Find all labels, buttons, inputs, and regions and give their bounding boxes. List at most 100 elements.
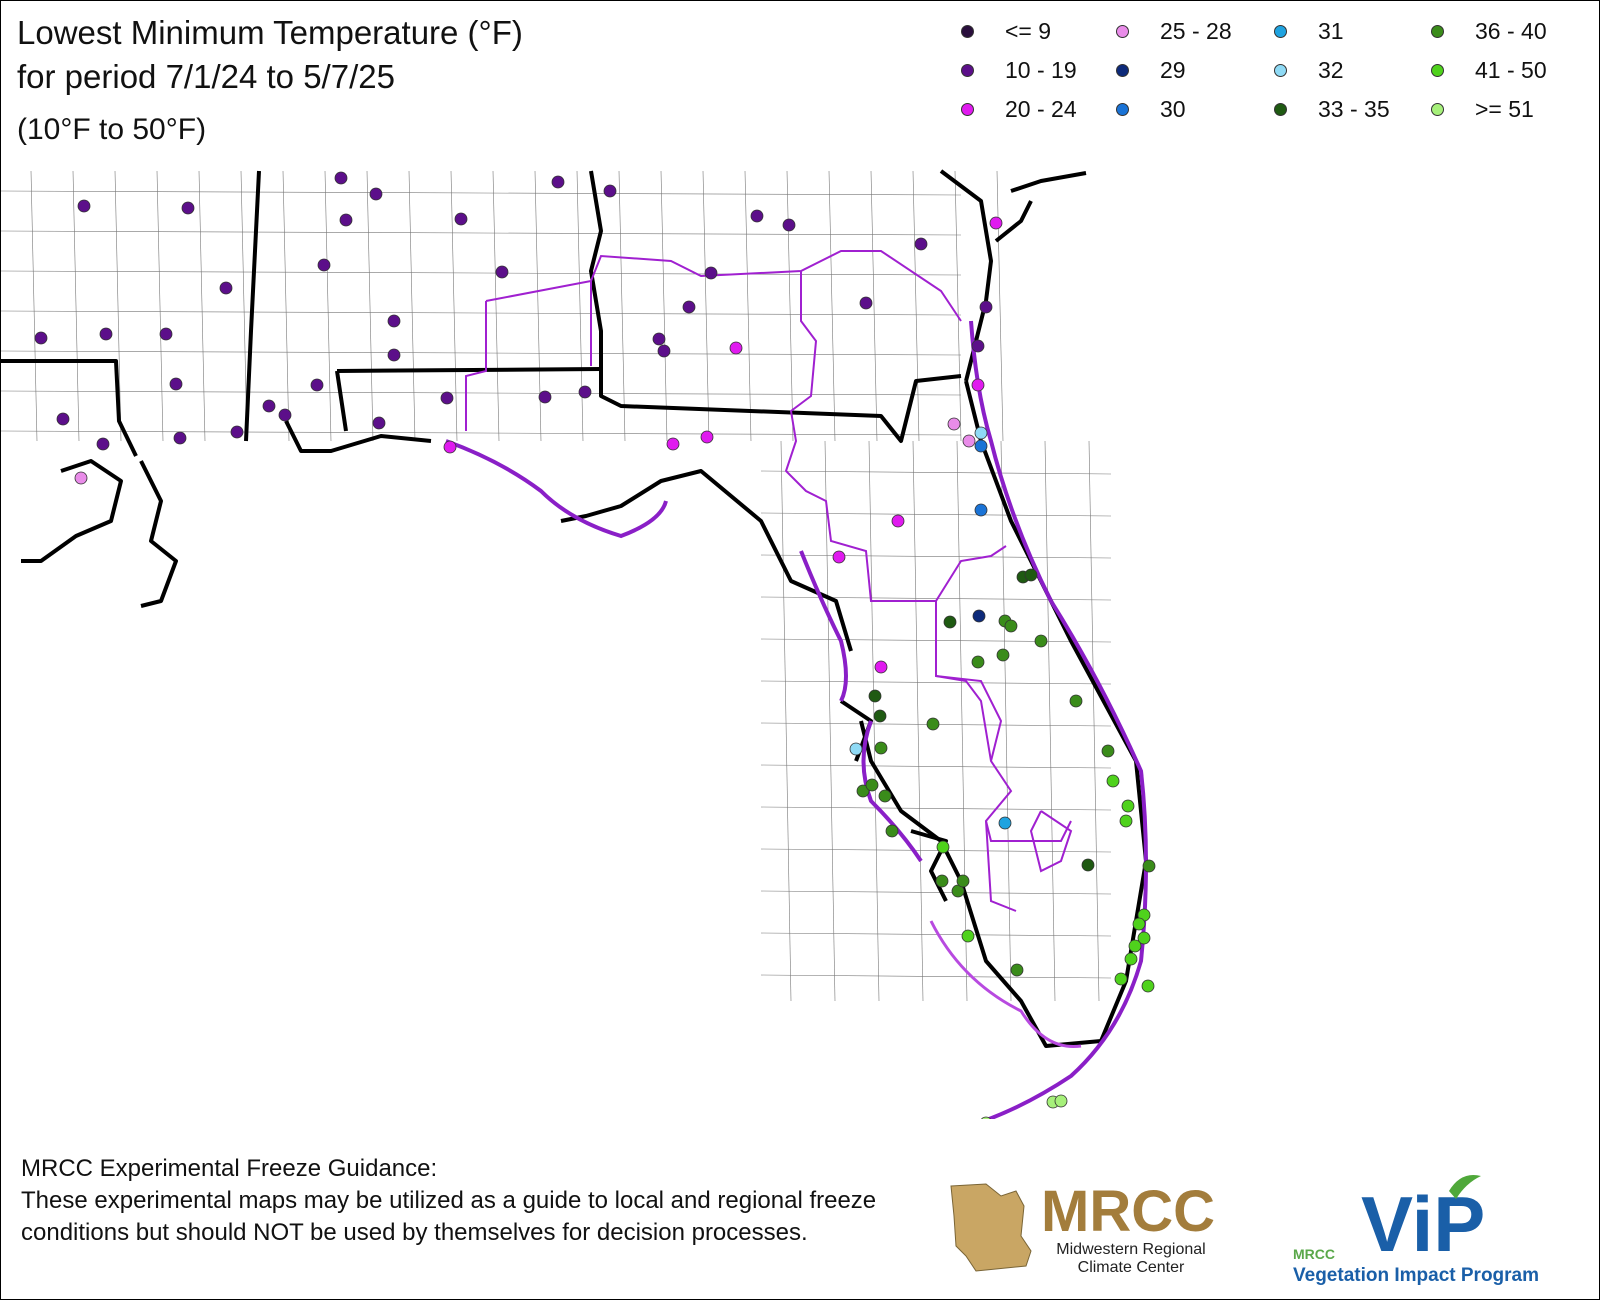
midwest-map-icon [950, 1183, 1032, 1272]
legend-item: 30 [1116, 89, 1186, 129]
mrcc-logo: MRCC Midwestern Regional Climate Center [950, 1179, 1215, 1276]
legend-label: 30 [1160, 95, 1186, 122]
station-marker [96, 437, 110, 451]
legend-swatch [1431, 24, 1444, 38]
station-marker [849, 742, 863, 756]
station-marker [159, 327, 173, 341]
vip-logo-small: MRCC [1293, 1246, 1335, 1262]
legend-label: 36 - 40 [1475, 17, 1547, 44]
station-marker [387, 314, 401, 328]
station-marker [832, 550, 846, 564]
station-marker [181, 201, 195, 215]
legend-swatch [1431, 63, 1444, 77]
station-marker [369, 187, 383, 201]
station-marker [219, 281, 233, 295]
station-marker [339, 213, 353, 227]
legend-label: 20 - 24 [1005, 95, 1077, 122]
mrcc-logo-text: MRCC [1041, 1179, 1215, 1244]
station-marker [874, 660, 888, 674]
station-marker [1137, 931, 1151, 945]
station-marker [173, 431, 187, 445]
station-marker [782, 218, 796, 232]
disclaimer-heading: MRCC Experimental Freeze Guidance: [21, 1155, 438, 1182]
station-marker [682, 300, 696, 314]
station-marker [262, 399, 276, 413]
station-marker [34, 331, 48, 345]
station-marker [1106, 774, 1120, 788]
legend-swatch [1274, 24, 1287, 38]
station-marker [310, 378, 324, 392]
station-marker [868, 689, 882, 703]
station-marker [856, 784, 870, 798]
station-marker [169, 377, 183, 391]
station-marker [440, 391, 454, 405]
station-marker [317, 258, 331, 272]
station-marker [981, 1116, 991, 1119]
station-marker [874, 741, 888, 755]
station-marker [334, 171, 348, 185]
station-marker [1142, 859, 1156, 873]
station-marker [387, 348, 401, 362]
station-marker [443, 440, 457, 454]
legend-swatch [1274, 102, 1287, 116]
station-marker [914, 237, 928, 251]
station-marker [99, 327, 113, 341]
legend-swatch [1274, 63, 1287, 77]
station-marker [943, 615, 957, 629]
station-marker [926, 717, 940, 731]
legend-item: 32 [1274, 50, 1344, 90]
station-marker [891, 514, 905, 528]
legend-item: 31 [1274, 11, 1344, 51]
station-marker [603, 184, 617, 198]
station-marker [971, 339, 985, 353]
legend-label: 31 [1318, 17, 1344, 44]
station-marker [873, 709, 887, 723]
legend-label: 25 - 28 [1160, 17, 1232, 44]
legend-swatch [1116, 63, 1129, 77]
station-marker [1069, 694, 1083, 708]
station-marker [1114, 972, 1128, 986]
station-marker [1010, 963, 1024, 977]
station-marker [1034, 634, 1048, 648]
map-period: for period 7/1/24 to 5/7/25 [17, 58, 395, 95]
station-marker [1132, 917, 1146, 931]
map-range: (10°F to 50°F) [17, 113, 207, 146]
legend-item: 29 [1116, 50, 1186, 90]
legend-label: 29 [1160, 56, 1186, 83]
climate-division-borders [445, 250, 1148, 1119]
legend-item: 33 - 35 [1274, 89, 1390, 129]
station-marker [885, 824, 899, 838]
station-marker [947, 417, 961, 431]
legend-swatch [1116, 102, 1129, 116]
station-marker [972, 609, 986, 623]
leaf-icon [1449, 1175, 1481, 1199]
station-marker [657, 344, 671, 358]
legend-swatch [1431, 102, 1444, 116]
legend-item: 41 - 50 [1431, 50, 1547, 90]
station-marker [1024, 568, 1038, 582]
legend-item: 20 - 24 [961, 89, 1077, 129]
legend-item: <= 9 [961, 11, 1051, 51]
station-marker [652, 332, 666, 346]
state-borders [1, 169, 1148, 1048]
legend-label: 41 - 50 [1475, 56, 1547, 83]
station-marker [704, 266, 718, 280]
mrcc-logo-sub1: Midwestern Regional [1056, 1241, 1205, 1258]
legend-label: 33 - 35 [1318, 95, 1390, 122]
station-marker [278, 408, 292, 422]
station-marker [495, 265, 509, 279]
vip-logo-text: ViP [1361, 1180, 1485, 1268]
station-marker [454, 212, 468, 226]
station-marker [750, 209, 764, 223]
station-marker [971, 378, 985, 392]
disclaimer-body: These experimental maps may be utilized … [21, 1187, 877, 1246]
station-marker [1124, 952, 1138, 966]
station-marker [77, 199, 91, 213]
station-marker [974, 503, 988, 517]
station-marker [578, 385, 592, 399]
station-marker [979, 300, 993, 314]
station-marker [956, 874, 970, 888]
station-marker [700, 430, 714, 444]
station-marker [951, 884, 965, 898]
